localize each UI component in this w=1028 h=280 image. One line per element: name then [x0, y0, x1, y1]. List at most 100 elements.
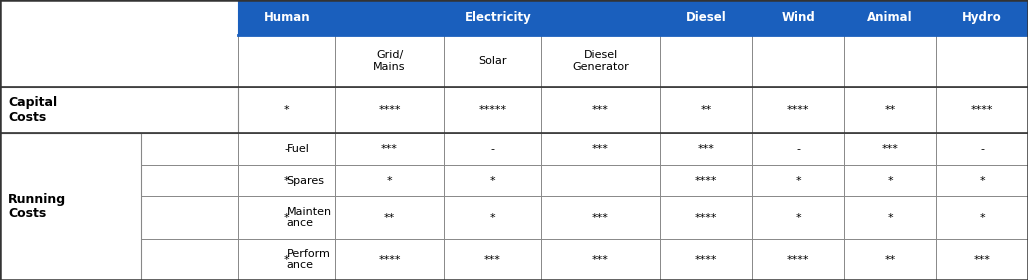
Text: ****: **** [786, 105, 809, 115]
Text: Fuel: Fuel [287, 144, 309, 154]
Bar [541, 87, 660, 133]
Bar [937, 239, 1028, 280]
Bar [541, 239, 660, 280]
Bar [141, 165, 238, 196]
Bar [844, 0, 937, 35]
Bar [660, 0, 752, 35]
Bar [444, 35, 541, 87]
Bar [335, 35, 444, 87]
Text: Mainten
ance: Mainten ance [287, 207, 332, 228]
Bar [238, 196, 335, 239]
Text: Wind: Wind [781, 11, 815, 24]
Bar [444, 35, 541, 87]
Bar [238, 165, 335, 196]
Bar [844, 196, 937, 239]
Bar [752, 133, 844, 165]
Bar [444, 165, 541, 196]
Bar [541, 87, 660, 133]
Bar [752, 0, 844, 35]
Text: -: - [490, 144, 494, 154]
Bar [141, 165, 238, 196]
Bar [937, 165, 1028, 196]
Bar [937, 0, 1028, 35]
Text: *: * [284, 105, 290, 115]
Bar [844, 165, 937, 196]
Bar [238, 165, 335, 196]
Text: ***: *** [974, 255, 990, 265]
Bar [844, 0, 937, 35]
Bar [752, 0, 844, 35]
Bar [238, 87, 335, 133]
Bar [0, 0, 238, 87]
Bar [937, 196, 1028, 239]
Text: **: ** [884, 105, 895, 115]
Bar [541, 196, 660, 239]
Bar [335, 0, 660, 35]
Bar [541, 35, 660, 87]
Bar [752, 165, 844, 196]
Text: ****: **** [695, 213, 718, 223]
Text: *: * [387, 176, 393, 186]
Text: -: - [285, 144, 289, 154]
Bar [335, 239, 444, 280]
Text: *: * [489, 176, 495, 186]
Text: Perform
ance: Perform ance [287, 249, 330, 270]
Text: **: ** [700, 105, 711, 115]
Bar [660, 133, 752, 165]
Bar [844, 239, 937, 280]
Text: *: * [980, 213, 985, 223]
Bar [238, 0, 335, 35]
Bar [0, 87, 238, 133]
Text: **: ** [884, 255, 895, 265]
Bar [844, 165, 937, 196]
Bar [937, 196, 1028, 239]
Text: *: * [887, 176, 893, 186]
Bar [660, 165, 752, 196]
Bar [660, 0, 752, 35]
Bar [937, 133, 1028, 165]
Bar [444, 133, 541, 165]
Bar [660, 196, 752, 239]
Bar [752, 196, 844, 239]
Bar [844, 133, 937, 165]
Bar [541, 35, 660, 87]
Bar [752, 35, 844, 87]
Bar [844, 87, 937, 133]
Bar [660, 196, 752, 239]
Bar [444, 165, 541, 196]
Bar [660, 35, 752, 87]
Text: Diesel
Generator: Diesel Generator [573, 50, 629, 71]
Bar [0, 133, 141, 280]
Bar [844, 87, 937, 133]
Bar [752, 196, 844, 239]
Bar [238, 0, 335, 35]
Bar [238, 35, 335, 87]
Text: *: * [284, 255, 290, 265]
Text: ***: *** [592, 213, 609, 223]
Text: *: * [489, 213, 495, 223]
Text: ***: *** [592, 105, 609, 115]
Bar [937, 35, 1028, 87]
Text: ****: **** [378, 255, 401, 265]
Bar [752, 87, 844, 133]
Bar [844, 35, 937, 87]
Text: Solar: Solar [478, 56, 507, 66]
Bar [335, 35, 444, 87]
Text: -: - [796, 144, 800, 154]
Bar [752, 35, 844, 87]
Bar [335, 87, 444, 133]
Bar [660, 239, 752, 280]
Bar [335, 165, 444, 196]
Text: *: * [284, 213, 290, 223]
Bar [335, 165, 444, 196]
Bar [444, 196, 541, 239]
Bar [660, 239, 752, 280]
Bar [444, 239, 541, 280]
Bar [937, 0, 1028, 35]
Bar [335, 0, 660, 35]
Bar [844, 133, 937, 165]
Bar [335, 133, 444, 165]
Bar [0, 133, 141, 280]
Bar [238, 133, 335, 165]
Bar [335, 196, 444, 239]
